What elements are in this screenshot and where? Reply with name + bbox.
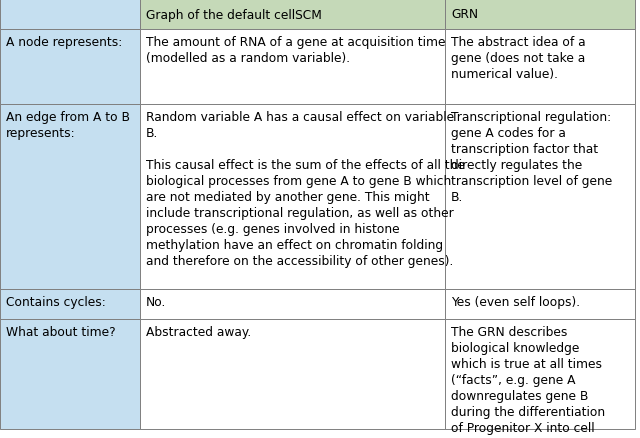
Text: No.: No. bbox=[146, 295, 166, 308]
Bar bbox=[0, 290, 140, 319]
Bar bbox=[445, 30, 635, 105]
Bar bbox=[140, 290, 445, 319]
Text: Graph of the default cellSCM: Graph of the default cellSCM bbox=[146, 8, 322, 21]
Text: What about time?: What about time? bbox=[6, 325, 116, 338]
Text: Yes (even self loops).: Yes (even self loops). bbox=[451, 295, 580, 308]
Bar bbox=[0, 30, 140, 105]
Text: A node represents:: A node represents: bbox=[6, 36, 122, 49]
Bar bbox=[140, 319, 445, 429]
Text: The amount of RNA of a gene at acquisition time
(modelled as a random variable).: The amount of RNA of a gene at acquisiti… bbox=[146, 36, 445, 65]
Bar bbox=[0, 319, 140, 429]
Text: The abstract idea of a
gene (does not take a
numerical value).: The abstract idea of a gene (does not ta… bbox=[451, 36, 586, 81]
Text: An edge from A to B
represents:: An edge from A to B represents: bbox=[6, 111, 130, 140]
Bar bbox=[445, 290, 635, 319]
Text: Abstracted away.: Abstracted away. bbox=[146, 325, 252, 338]
Bar bbox=[0, 105, 140, 290]
Bar bbox=[140, 0, 445, 30]
Text: Random variable A has a causal effect on variable
B.

This causal effect is the : Random variable A has a causal effect on… bbox=[146, 111, 465, 267]
Bar bbox=[140, 105, 445, 290]
Bar bbox=[445, 0, 635, 30]
Text: GRN: GRN bbox=[451, 8, 478, 21]
Bar bbox=[0, 0, 140, 30]
Text: Contains cycles:: Contains cycles: bbox=[6, 295, 106, 308]
Bar bbox=[445, 319, 635, 429]
Text: The GRN describes
biological knowledge
which is true at all times
(“facts”, e.g.: The GRN describes biological knowledge w… bbox=[451, 325, 605, 438]
Bar bbox=[445, 105, 635, 290]
Bar bbox=[140, 30, 445, 105]
Text: Transcriptional regulation:
gene A codes for a
transcription factor that
directl: Transcriptional regulation: gene A codes… bbox=[451, 111, 612, 204]
